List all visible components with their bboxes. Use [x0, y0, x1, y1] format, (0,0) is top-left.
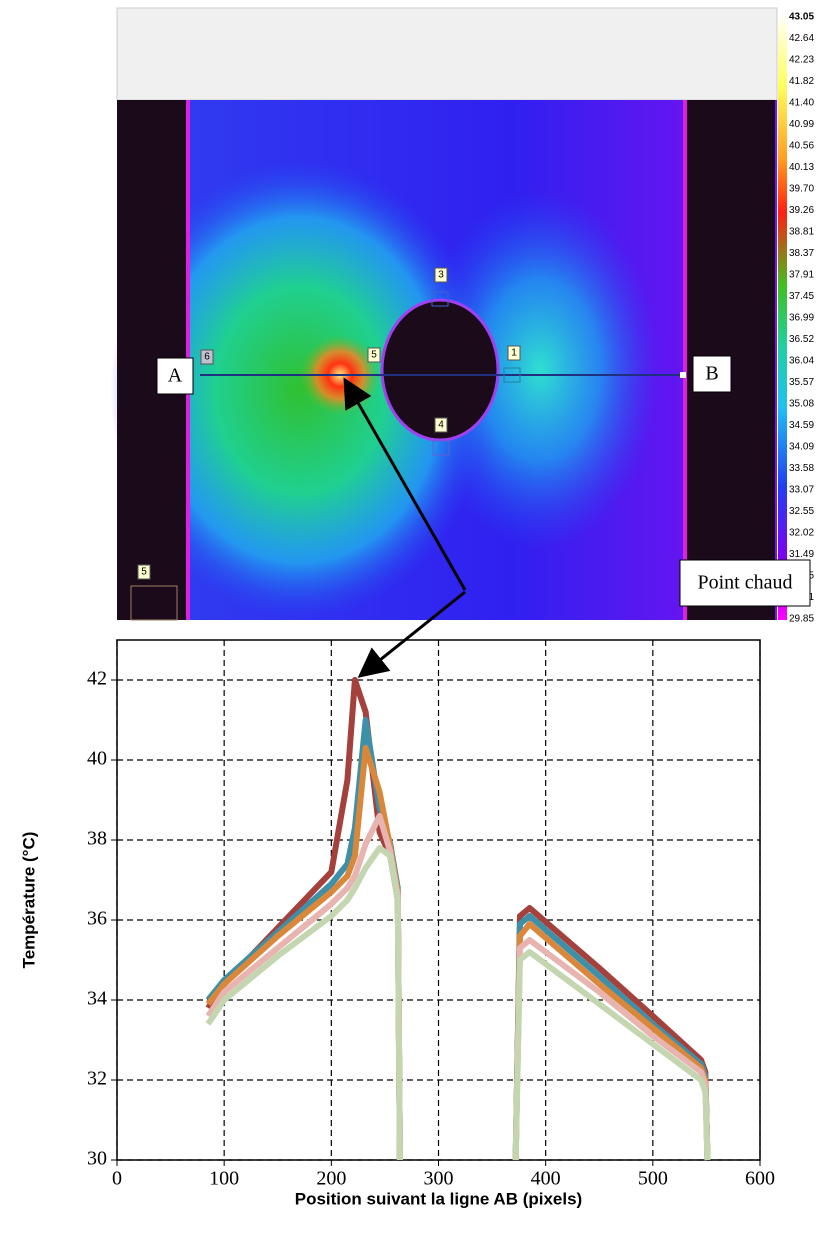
colorbar-label: 31.49 — [789, 549, 814, 560]
x-tick-label: 500 — [638, 1168, 668, 1190]
colorbar-label: 38.81 — [789, 227, 814, 238]
colorbar-label: 32.55 — [789, 506, 814, 517]
box-tag — [200, 349, 214, 365]
colorbar-label: 36.99 — [789, 313, 814, 324]
box-label: 4 — [438, 420, 444, 431]
colorbar-label: 41.82 — [789, 76, 814, 87]
x-tick-label: 200 — [316, 1168, 346, 1190]
point-a: A — [168, 365, 183, 387]
box-tag — [507, 345, 521, 361]
x-tick-label: 300 — [424, 1168, 454, 1190]
box-tag — [137, 564, 151, 580]
hot-spot-label: Point chaud — [698, 572, 793, 594]
box-label: 6 — [204, 352, 210, 363]
colorbar-label: 34.59 — [789, 420, 814, 431]
colorbar-label: 38.37 — [789, 248, 814, 259]
series-line — [205, 813, 711, 1161]
arrow — [343, 377, 467, 591]
label-box — [156, 357, 194, 395]
colorbar-label: 33.07 — [789, 485, 814, 496]
colorbar-label: 33.58 — [789, 463, 814, 474]
box-tag — [434, 267, 448, 283]
box-label: 5 — [141, 567, 147, 578]
colorbar-label: 37.45 — [789, 291, 814, 302]
x-tick-label: 100 — [209, 1168, 239, 1190]
colorbar-label: 29.85 — [789, 614, 814, 625]
y-tick-label: 42 — [87, 668, 107, 690]
box-tag — [434, 417, 448, 433]
series-line — [205, 845, 711, 1161]
y-tick-label: 38 — [87, 828, 107, 850]
colorbar-label: 43.05 — [789, 12, 814, 23]
label-box — [692, 355, 732, 393]
box-label: 3 — [438, 270, 444, 281]
arrow — [357, 590, 466, 678]
y-tick-label: 40 — [87, 748, 107, 770]
colorbar-label: 35.08 — [789, 399, 814, 410]
colorbar-label: 39.70 — [789, 184, 814, 195]
y-axis-title: Température (°C) — [19, 832, 38, 969]
colorbar-label: 39.26 — [789, 205, 814, 216]
colorbar-label: 36.04 — [789, 356, 814, 367]
y-tick-label: 34 — [87, 988, 107, 1010]
thermal-image — [110, 7, 820, 621]
label-box — [679, 559, 811, 607]
x-tick-label: 0 — [112, 1168, 122, 1190]
y-tick-label: 30 — [87, 1148, 107, 1170]
y-tick-label: 36 — [87, 908, 107, 930]
colorbar-label: 40.56 — [789, 141, 814, 152]
colorbar-label: 34.09 — [789, 442, 814, 453]
colorbar-label: 36.52 — [789, 334, 814, 345]
x-axis-title: Position suivant la ligne AB (pixels) — [295, 1189, 582, 1208]
colorbar-label: 41.40 — [789, 98, 814, 109]
x-tick-label: 400 — [531, 1168, 561, 1190]
box-label: 1 — [511, 348, 517, 359]
y-tick-label: 32 — [87, 1068, 107, 1090]
colorbar-label: 37.91 — [789, 270, 814, 281]
colorbar-label: 42.23 — [789, 55, 814, 66]
box-label: 5 — [371, 350, 377, 361]
box-tag — [367, 347, 381, 363]
plot-frame — [116, 639, 761, 1161]
colorbar-label: 42.64 — [789, 33, 814, 44]
colorbar-label: 35.57 — [789, 377, 814, 388]
point-b: B — [705, 363, 718, 385]
colorbar-label: 32.02 — [789, 528, 814, 539]
colorbar-label: 40.13 — [789, 162, 814, 173]
x-tick-label: 600 — [745, 1168, 775, 1190]
colorbar-label: 40.99 — [789, 119, 814, 130]
